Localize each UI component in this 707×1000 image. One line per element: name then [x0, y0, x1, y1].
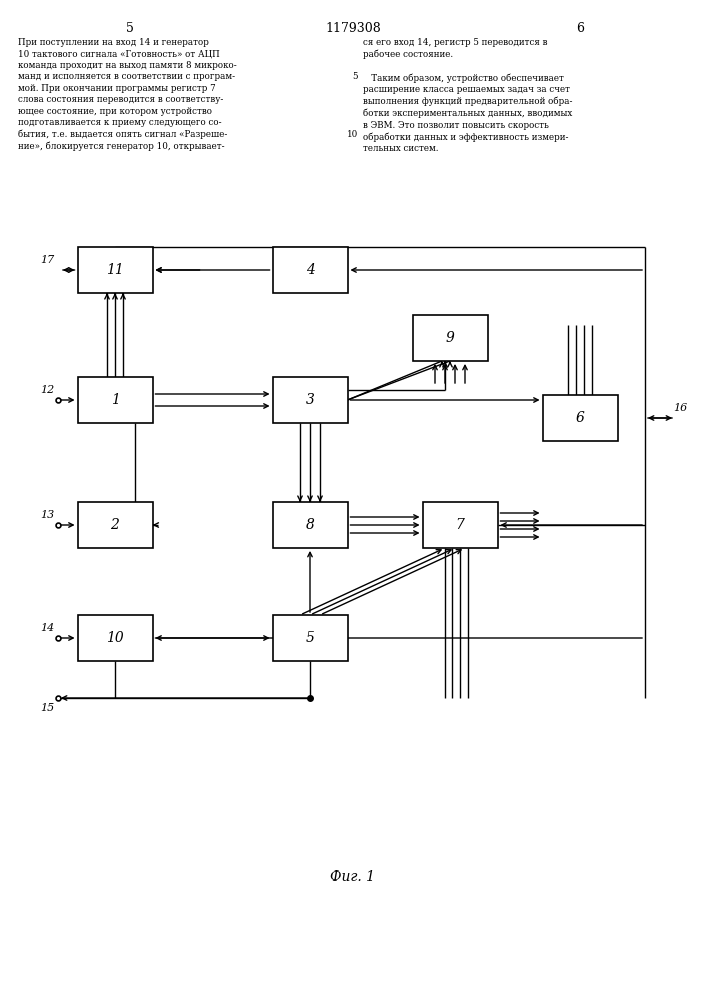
Text: 9: 9	[445, 331, 455, 345]
Text: 6: 6	[575, 411, 585, 425]
Bar	[542, 395, 617, 441]
Text: 8: 8	[305, 518, 315, 532]
Text: 16: 16	[673, 403, 687, 413]
Text: 17: 17	[40, 255, 54, 265]
Bar	[412, 315, 488, 361]
Text: При поступлении на вход 14 и генератор
10 тактового сигнала «Готовность» от АЦП
: При поступлении на вход 14 и генератор 1…	[18, 38, 237, 151]
Bar	[423, 502, 498, 548]
Text: 10: 10	[106, 631, 124, 645]
Text: 1: 1	[110, 393, 119, 407]
Bar	[78, 377, 153, 423]
Text: ся его вход 14, регистр 5 переводится в
рабочее состояние.

   Таким образом, ус: ся его вход 14, регистр 5 переводится в …	[363, 38, 573, 153]
Text: 1179308: 1179308	[325, 22, 381, 35]
Text: 2: 2	[110, 518, 119, 532]
Text: 5: 5	[353, 72, 358, 81]
Text: 5: 5	[305, 631, 315, 645]
Bar	[78, 247, 153, 293]
Text: 6: 6	[576, 22, 584, 35]
Text: 11: 11	[106, 263, 124, 277]
Text: 15: 15	[40, 703, 54, 713]
Bar	[78, 615, 153, 661]
Text: 3: 3	[305, 393, 315, 407]
Bar	[272, 502, 348, 548]
Text: 14: 14	[40, 623, 54, 633]
Bar	[272, 377, 348, 423]
Bar	[78, 502, 153, 548]
Text: 13: 13	[40, 510, 54, 520]
Bar	[272, 615, 348, 661]
Text: 4: 4	[305, 263, 315, 277]
Text: 12: 12	[40, 385, 54, 395]
Bar	[272, 247, 348, 293]
Text: 10: 10	[346, 130, 358, 139]
Text: 7: 7	[455, 518, 464, 532]
Text: Фиг. 1: Фиг. 1	[330, 870, 375, 884]
Text: 5: 5	[126, 22, 134, 35]
